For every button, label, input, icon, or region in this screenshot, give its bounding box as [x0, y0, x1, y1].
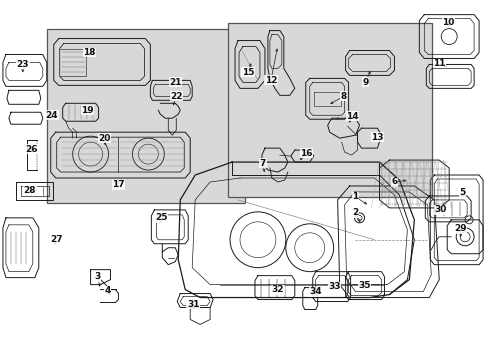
Text: 7: 7	[259, 158, 265, 167]
Text: 11: 11	[432, 59, 445, 68]
Text: 16: 16	[300, 149, 312, 158]
Text: 35: 35	[358, 281, 370, 290]
Text: 13: 13	[370, 133, 383, 142]
Text: 23: 23	[17, 60, 29, 69]
Text: 32: 32	[271, 285, 284, 294]
Text: 29: 29	[453, 224, 466, 233]
Text: 22: 22	[170, 92, 182, 101]
Text: 19: 19	[81, 106, 94, 115]
Bar	[47, 28, 244, 203]
Text: 1: 1	[352, 193, 358, 202]
Text: 8: 8	[340, 92, 346, 101]
Text: 25: 25	[155, 213, 167, 222]
Text: 2: 2	[352, 208, 358, 217]
Text: 17: 17	[112, 180, 124, 189]
Text: 33: 33	[328, 282, 340, 291]
Text: 24: 24	[45, 111, 58, 120]
Text: 27: 27	[50, 235, 63, 244]
Text: 20: 20	[98, 134, 110, 143]
Text: 5: 5	[458, 188, 464, 197]
Text: 21: 21	[169, 78, 181, 87]
Text: 14: 14	[346, 112, 358, 121]
Text: 31: 31	[186, 300, 199, 309]
Text: 12: 12	[264, 76, 277, 85]
Text: 15: 15	[241, 68, 254, 77]
Text: 3: 3	[94, 272, 101, 281]
Text: 9: 9	[362, 78, 368, 87]
Text: 4: 4	[104, 286, 110, 295]
Text: 28: 28	[23, 186, 36, 195]
Text: 26: 26	[25, 145, 38, 154]
Text: 18: 18	[83, 48, 96, 57]
Text: 30: 30	[433, 206, 446, 215]
Text: 10: 10	[441, 18, 453, 27]
Text: 34: 34	[309, 287, 322, 296]
Text: 6: 6	[390, 177, 397, 186]
Bar	[227, 23, 431, 197]
